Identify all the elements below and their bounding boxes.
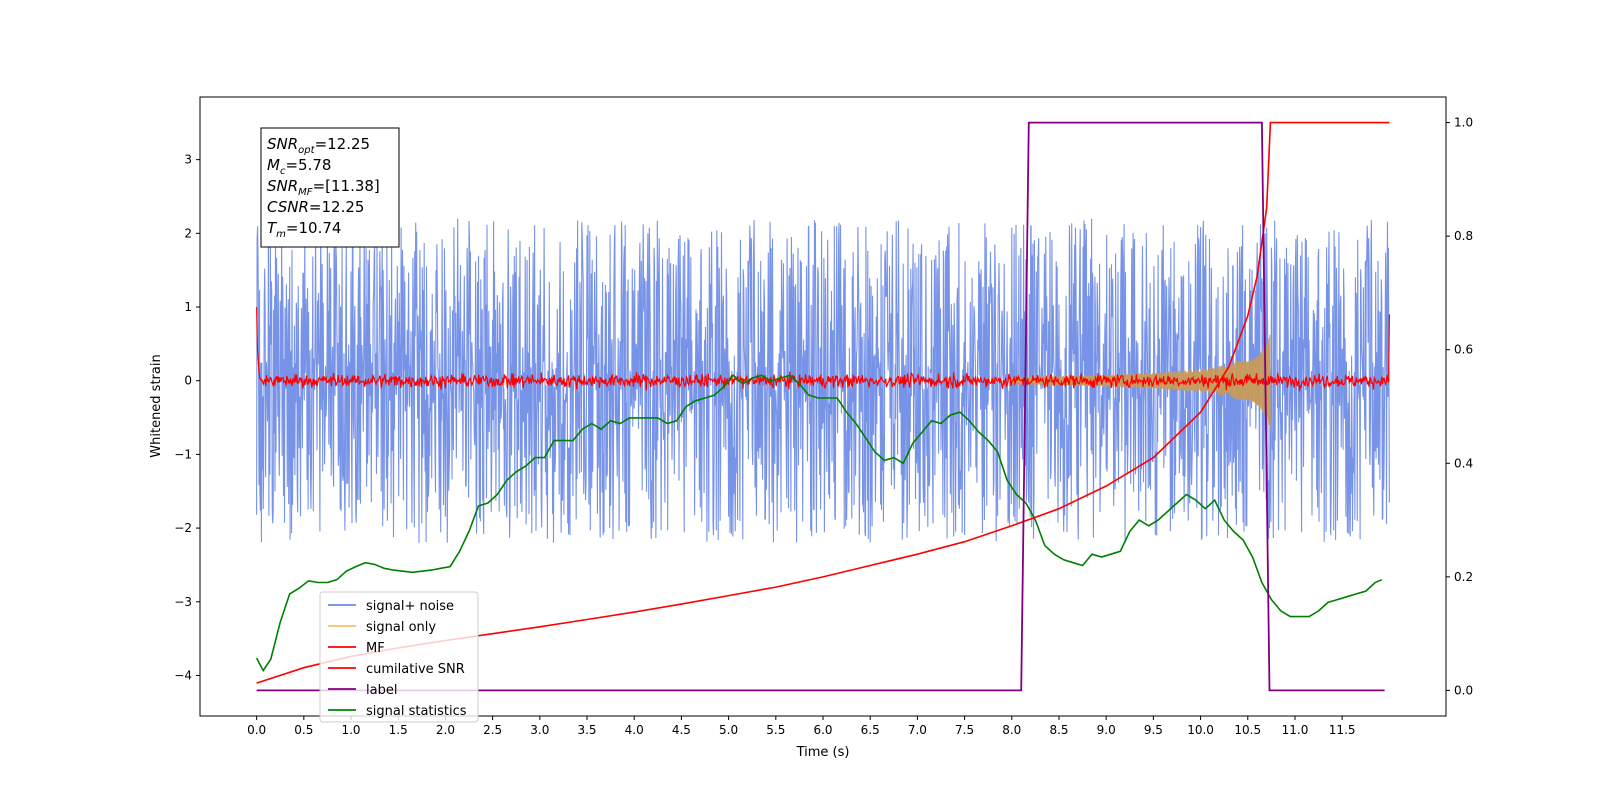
y-tick-label-right: 1.0 <box>1454 116 1473 130</box>
legend-entry-label: signal only <box>366 620 436 635</box>
y-axis-left: 3 2 1 0 −1 −2 −3 −4 <box>174 153 200 682</box>
x-tick-label: 10.5 <box>1234 723 1261 737</box>
legend: signal+ noise signal only MF cumilative SNR… <box>319 591 479 723</box>
legend-entry-label: label <box>366 683 397 698</box>
x-tick-label: 11.0 <box>1282 723 1309 737</box>
x-tick-label: 6.5 <box>861 723 880 737</box>
series-signal-noise <box>256 218 1390 543</box>
y-axis-right: 1.0 0.8 0.6 0.4 0.2 0.0 <box>1446 116 1473 697</box>
y-tick-label-right: 0.6 <box>1454 343 1473 357</box>
y-tick-label-right: 0.4 <box>1454 456 1473 470</box>
annotation-line: CSNR=12.25 <box>267 198 364 216</box>
x-tick-label: 5.0 <box>719 723 738 737</box>
y-tick-label-left: 1 <box>184 300 192 314</box>
y-tick-label-left: −3 <box>174 595 192 609</box>
x-tick-label: 3.0 <box>530 723 549 737</box>
x-tick-label: 1.0 <box>341 723 360 737</box>
x-tick-label: 0.5 <box>294 723 313 737</box>
legend-frame <box>319 591 479 723</box>
annotation-frame <box>260 127 400 248</box>
y-tick-label-left: −2 <box>174 521 192 535</box>
series-mf <box>256 307 1390 392</box>
x-axis: 0.0 0.5 1.0 1.5 2.0 2.5 3.0 3.5 4.0 4.5 5.0 5.5 6.0 6… <box>247 716 1356 737</box>
x-tick-label: 4.0 <box>625 723 644 737</box>
x-tick-label: 7.0 <box>908 723 927 737</box>
x-tick-label: 7.5 <box>955 723 974 737</box>
x-tick-label: 1.5 <box>389 723 408 737</box>
annotation-line: SNRMF=[11.38] <box>267 177 380 198</box>
x-tick-label: 0.0 <box>247 723 266 737</box>
x-tick-label: 8.5 <box>1049 723 1068 737</box>
y-axis-label: Whitened strain <box>149 354 164 457</box>
y-tick-label-left: −1 <box>174 447 192 461</box>
series-signal-statistics <box>255 374 1383 673</box>
x-tick-label: 3.5 <box>577 723 596 737</box>
plot-area <box>255 121 1390 692</box>
y-tick-label-left: 0 <box>184 374 192 388</box>
y-tick-label-right: 0.8 <box>1454 229 1473 243</box>
annotation-line: Mc=5.78 <box>267 156 331 177</box>
x-tick-label: 8.0 <box>1002 723 1021 737</box>
y-tick-label-left: 2 <box>184 226 192 240</box>
annotation-line: Tm=10.74 <box>267 219 341 240</box>
x-tick-label: 2.0 <box>436 723 455 737</box>
legend-entry-label: signal statistics <box>366 704 467 719</box>
x-tick-label: 5.5 <box>766 723 785 737</box>
y-tick-label-left: 3 <box>184 153 192 167</box>
series-label <box>256 121 1385 692</box>
x-tick-label: 4.5 <box>672 723 691 737</box>
legend-entry-label: MF <box>366 641 385 656</box>
y-tick-label-right: 0.2 <box>1454 570 1473 584</box>
x-tick-label: 6.0 <box>813 723 832 737</box>
stats-annotation-box: SNRopt=12.25Mc=5.78SNRMF=[11.38]CSNR=12.… <box>260 127 400 248</box>
x-axis-label: Time (s) <box>796 745 850 760</box>
y-tick-label-right: 0.0 <box>1454 683 1473 697</box>
y-tick-label-left: −4 <box>174 668 192 682</box>
x-tick-label: 11.5 <box>1329 723 1356 737</box>
legend-entry-label: cumilative SNR <box>366 662 465 677</box>
legend-entry-label: signal+ noise <box>366 599 454 614</box>
x-tick-label: 9.5 <box>1144 723 1163 737</box>
annotation-line: SNRopt=12.25 <box>267 135 370 156</box>
x-tick-label: 10.0 <box>1187 723 1214 737</box>
x-tick-label: 2.5 <box>483 723 502 737</box>
x-tick-label: 9.0 <box>1097 723 1116 737</box>
